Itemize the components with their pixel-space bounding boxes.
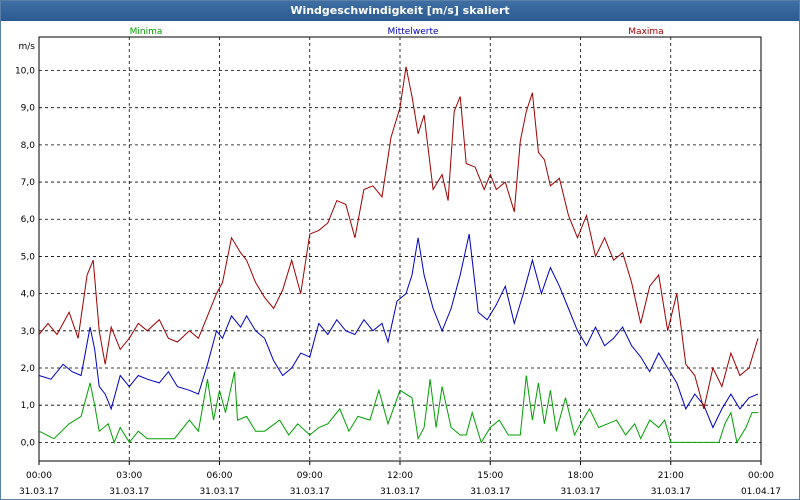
chart-series xyxy=(38,66,759,444)
y-tick-label: 6,0 xyxy=(21,215,36,225)
x-tick-time: 06:00 xyxy=(207,471,233,481)
x-tick-time: 21:00 xyxy=(658,471,684,481)
y-tick-label: 0,0 xyxy=(21,438,36,448)
y-tick-label: 10,0 xyxy=(15,66,35,76)
x-tick-date: 01.04.17 xyxy=(741,487,781,497)
x-tick-date: 31.03.17 xyxy=(199,487,239,497)
series-line-mittelwerte xyxy=(38,233,759,429)
x-tick-time: 00:00 xyxy=(748,471,774,481)
x-tick-time: 15:00 xyxy=(477,471,503,481)
legend-minima: Minima xyxy=(130,27,163,37)
chart-grid xyxy=(39,37,761,461)
y-tick-label: 2,0 xyxy=(21,364,36,374)
x-tick-date: 31.03.17 xyxy=(470,487,510,497)
x-tick-time: 03:00 xyxy=(116,471,142,481)
x-tick-date: 31.03.17 xyxy=(19,487,59,497)
x-tick-date: 31.03.17 xyxy=(380,487,420,497)
x-tick-date: 31.03.17 xyxy=(109,487,149,497)
y-tick-label: 9,0 xyxy=(21,104,36,114)
x-tick-time: 09:00 xyxy=(297,471,323,481)
chart-axes xyxy=(38,36,762,465)
y-tick-label: 8,0 xyxy=(21,141,36,151)
series-line-minima xyxy=(38,371,758,444)
series-line-maxima xyxy=(38,66,759,410)
y-tick-label: 3,0 xyxy=(21,327,36,337)
x-tick-time: 00:00 xyxy=(26,471,52,481)
x-tick-time: 18:00 xyxy=(568,471,594,481)
y-tick-label: 4,0 xyxy=(21,290,36,300)
x-tick-date: 31.03.17 xyxy=(290,487,330,497)
x-tick-time: 12:00 xyxy=(387,471,413,481)
y-tick-label: 1,0 xyxy=(21,401,36,411)
legend-mittelwerte: Mittelwerte xyxy=(387,27,438,37)
y-tick-label: 7,0 xyxy=(21,178,36,188)
y-tick-label: 5,0 xyxy=(21,252,36,262)
window-title: Windgeschwindigkeit [m/s] skaliert xyxy=(1,1,799,21)
chart-labels: 0,0 1,0 2,0 3,0 4,0 5,0 6,0 7,0 8,0 9,0 10,0 00:00 3… xyxy=(15,27,781,497)
x-tick-date: 31.03.17 xyxy=(560,487,600,497)
y-axis-unit: m/s xyxy=(19,42,36,52)
legend-maxima: Maxima xyxy=(628,27,663,37)
x-tick-date: 31.03.17 xyxy=(651,487,691,497)
